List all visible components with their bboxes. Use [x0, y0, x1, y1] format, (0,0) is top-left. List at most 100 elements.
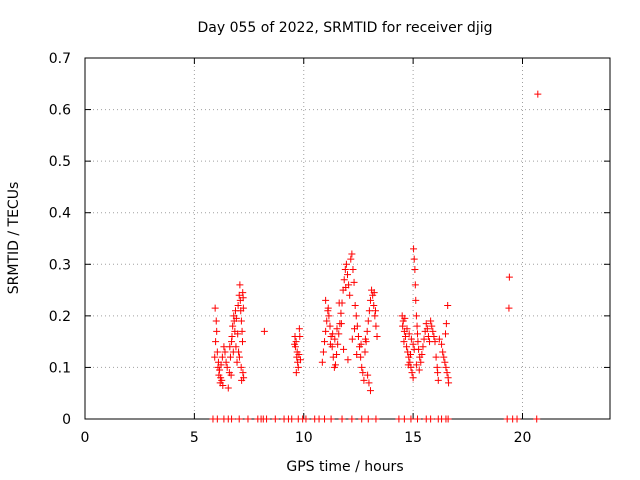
y-tick-label: 0.5: [49, 154, 71, 170]
data-point: [428, 322, 436, 330]
data-point: [407, 415, 415, 423]
data-point: [292, 369, 300, 377]
data-point: [401, 314, 409, 322]
data-point: [409, 340, 417, 348]
data-point: [411, 265, 419, 273]
data-point: [321, 338, 329, 346]
data-point: [229, 348, 237, 356]
data-point: [211, 304, 219, 312]
data-point: [232, 314, 240, 322]
data-point: [411, 281, 419, 289]
data-point: [322, 327, 330, 335]
data-point: [435, 335, 443, 343]
data-point: [372, 322, 380, 330]
data-point: [359, 369, 367, 377]
data-point: [419, 343, 427, 351]
data-point: [235, 353, 243, 361]
data-point: [348, 250, 356, 258]
x-tick-label: 15: [404, 430, 422, 446]
axis-ticks: [84, 57, 610, 420]
data-point: [226, 353, 234, 361]
data-point: [239, 338, 246, 346]
data-point: [413, 322, 421, 330]
data-point: [213, 348, 221, 356]
data-point: [337, 320, 345, 328]
data-point: [422, 320, 430, 328]
data-point: [238, 327, 246, 335]
data-point: [364, 371, 372, 379]
data-point: [333, 351, 341, 359]
data-point: [442, 330, 449, 338]
data-point: [344, 356, 352, 364]
y-tick-label: 0.1: [49, 360, 71, 376]
data-point: [211, 353, 219, 361]
data-point: [407, 335, 415, 343]
data-point: [361, 348, 369, 356]
y-tick-label: 0.6: [49, 103, 71, 119]
data-point: [228, 332, 236, 340]
data-point: [414, 415, 421, 423]
data-point: [271, 415, 279, 423]
data-point: [334, 340, 342, 348]
data-point: [341, 265, 349, 273]
data-point: [347, 255, 355, 263]
data-point: [302, 415, 310, 423]
data-point: [288, 415, 296, 423]
data-point: [439, 348, 447, 356]
data-point: [533, 415, 541, 423]
x-axis-label: GPS time / hours: [286, 459, 403, 475]
data-point: [415, 366, 423, 374]
data-point: [443, 369, 451, 377]
data-point: [412, 296, 420, 304]
data-point: [338, 415, 346, 423]
x-tick-labels: 0 5 10 15 20: [81, 430, 532, 446]
data-point: [216, 366, 224, 374]
x-tick-label: 5: [190, 430, 199, 446]
x-tick-label: 10: [295, 430, 313, 446]
data-point: [353, 351, 361, 359]
data-point: [212, 338, 220, 346]
data-point: [534, 90, 542, 98]
data-point: [346, 291, 354, 299]
data-point: [296, 356, 304, 364]
data-point: [294, 363, 302, 371]
y-tick-label: 0.7: [49, 51, 71, 67]
data-point: [431, 338, 439, 346]
data-point: [340, 276, 348, 284]
data-point: [412, 361, 420, 369]
data-point: [325, 312, 333, 320]
y-tick-label: 0.3: [49, 257, 71, 273]
data-point: [414, 338, 422, 346]
data-point: [414, 330, 421, 338]
data-point: [400, 338, 408, 346]
data-point: [505, 304, 513, 312]
data-point: [440, 353, 448, 361]
data-point: [219, 381, 227, 389]
data-point: [224, 384, 232, 392]
data-point: [371, 312, 379, 320]
x-tick-label: 20: [514, 430, 532, 446]
data-point: [350, 278, 358, 286]
data-point: [260, 327, 268, 335]
data-point: [226, 343, 234, 351]
data-point: [351, 325, 358, 333]
data-point: [349, 265, 357, 273]
data-point: [429, 327, 437, 335]
data-point: [233, 358, 241, 366]
data-point: [295, 325, 303, 333]
data-point: [410, 245, 418, 253]
y-tick-label: 0: [62, 412, 71, 428]
data-point: [217, 361, 225, 369]
data-point: [348, 415, 356, 423]
data-point: [318, 358, 326, 366]
data-point: [352, 312, 360, 320]
data-point: [344, 271, 351, 279]
data-point: [430, 332, 438, 340]
data-point: [220, 343, 228, 351]
data-point: [365, 379, 373, 387]
data-point: [322, 296, 330, 304]
data-point: [340, 345, 348, 353]
data-point: [415, 345, 423, 353]
y-tick-labels: 0 0.1 0.2 0.3 0.4 0.5 0.6 0.7: [49, 51, 71, 428]
data-point: [418, 351, 426, 359]
